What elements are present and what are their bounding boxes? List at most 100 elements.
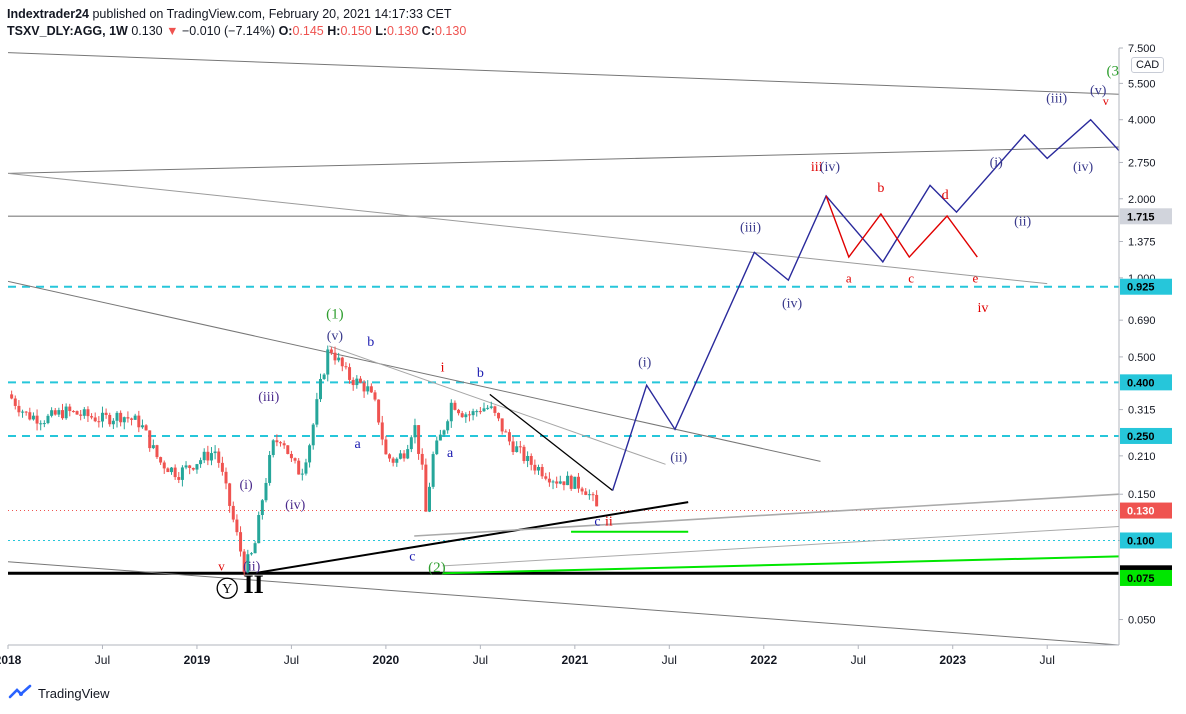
- y-tick-label: 2.750: [1128, 157, 1156, 169]
- candle-body: [115, 412, 119, 421]
- price-level-tag: [1120, 278, 1172, 295]
- candle-body: [453, 402, 457, 410]
- wave-label: (v): [1090, 83, 1107, 98]
- candle-body: [584, 491, 588, 495]
- wave-label: b: [877, 181, 884, 196]
- candle-body: [391, 458, 395, 463]
- candle-body: [533, 464, 537, 471]
- tradingview-footer[interactable]: TradingView: [8, 684, 110, 702]
- candle-body: [515, 446, 519, 453]
- wave-label: (iv): [285, 498, 306, 513]
- candle-body: [64, 406, 68, 419]
- x-tick-label: Jul: [662, 653, 677, 667]
- wave-label: (iv): [1073, 160, 1094, 175]
- x-tick-label: Jul: [284, 653, 299, 667]
- wave-label: v: [1103, 94, 1109, 108]
- price-level-label: 0.075: [1127, 573, 1155, 585]
- wave-label: (3): [1106, 63, 1124, 79]
- x-tick-label: 2019: [184, 653, 211, 667]
- publisher-name[interactable]: Indextrader24: [7, 7, 89, 21]
- candle-body: [17, 405, 21, 413]
- candle-body: [275, 440, 279, 443]
- candle-body: [311, 424, 315, 446]
- candle-body: [406, 449, 410, 459]
- x-tick-label: 2023: [939, 653, 966, 667]
- candle-body: [119, 412, 123, 423]
- candle-body: [373, 392, 377, 400]
- wave-label: e: [973, 270, 979, 285]
- wave-label: iv: [978, 301, 989, 316]
- candle-body: [340, 357, 344, 367]
- candle-body: [235, 519, 239, 533]
- symbol-name[interactable]: TSXV_DLY:AGG, 1W: [7, 24, 128, 38]
- currency-badge[interactable]: CAD: [1131, 57, 1165, 73]
- high-label: H:: [327, 24, 341, 38]
- x-tick-label: Jul: [473, 653, 488, 667]
- candle-body: [438, 434, 442, 441]
- candle-body: [304, 462, 308, 474]
- wave-label-circle: [216, 577, 238, 599]
- trendline: [329, 345, 666, 465]
- candle-body: [137, 415, 141, 428]
- candle-body: [271, 440, 275, 456]
- candle-body: [551, 481, 555, 483]
- publish-info: published on TradingView.com, February 2…: [88, 7, 452, 21]
- candle-body: [82, 409, 86, 416]
- candle-body: [293, 458, 297, 461]
- high-value: 0.150: [340, 24, 372, 38]
- wave-label: d: [942, 188, 949, 203]
- candle-body: [522, 446, 526, 462]
- candle-body: [540, 466, 544, 477]
- candle-body: [562, 481, 566, 486]
- tradingview-logo-icon: [8, 684, 32, 699]
- y-tick-label: 1.375: [1128, 237, 1156, 249]
- candle-body: [202, 451, 206, 461]
- wave-label: c: [594, 515, 600, 530]
- price-level-label: 1.715: [1127, 211, 1155, 223]
- candle-body: [97, 421, 101, 423]
- wave-label: (iii): [740, 221, 761, 236]
- candle-body: [555, 481, 559, 484]
- candle-body: [53, 410, 57, 415]
- candle-body: [68, 406, 72, 412]
- trendline: [8, 561, 1119, 645]
- candle-body: [166, 468, 170, 473]
- symbol-line: TSXV_DLY:AGG, 1W 0.130 ▼ −0.010 (−7.14%)…: [7, 23, 466, 40]
- candle-body: [224, 471, 228, 484]
- price-level-tag: [1120, 532, 1172, 549]
- price-change: −0.010 (−7.14%): [181, 24, 276, 38]
- candle-body: [460, 413, 464, 418]
- last-price: 0.130: [131, 24, 163, 38]
- candle-body: [366, 386, 370, 392]
- price-level-tag: [1120, 569, 1172, 586]
- price-level-label: 0.130: [1127, 506, 1155, 518]
- trendline: [489, 393, 614, 492]
- price-level-tag: [1120, 374, 1172, 391]
- candle-body: [315, 399, 319, 425]
- candle-body: [289, 453, 293, 459]
- x-tick-label: Jul: [95, 653, 110, 667]
- open-label: O:: [278, 24, 293, 38]
- wave-label: (ii): [1014, 215, 1031, 230]
- tradingview-brand: TradingView: [38, 685, 110, 701]
- close-value: 0.130: [434, 24, 467, 38]
- candle-body: [482, 408, 486, 412]
- trendline: [414, 493, 1119, 537]
- trendline: [253, 501, 689, 575]
- y-tick-label: 4.000: [1128, 115, 1156, 127]
- candle-body: [457, 409, 461, 414]
- candle-body: [569, 475, 573, 489]
- trendline: [8, 146, 1119, 174]
- candle-body: [464, 414, 468, 418]
- candle-body: [246, 554, 250, 573]
- low-label: L:: [375, 24, 388, 38]
- candle-body: [93, 417, 97, 422]
- candle-body: [220, 462, 224, 472]
- x-tick-label: 2022: [750, 653, 777, 667]
- price-level-label: 0.250: [1127, 431, 1155, 443]
- x-tick-label: Jul: [851, 653, 866, 667]
- candle-body: [57, 410, 61, 415]
- candle-body: [489, 406, 493, 408]
- candle-body: [279, 442, 283, 444]
